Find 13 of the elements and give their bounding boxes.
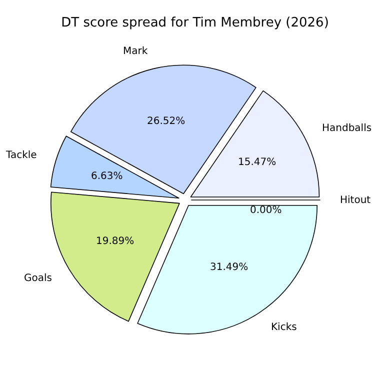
data-label: 15.47% xyxy=(238,157,276,168)
chart-title: DT score spread for Tim Membrey (2026) xyxy=(61,16,329,31)
text: 0.00% xyxy=(250,205,282,216)
data-label: 19.89% xyxy=(96,236,134,247)
slice-label: Mark xyxy=(123,46,148,57)
slice-label: Handballs xyxy=(322,123,372,134)
slice-label: Tackle xyxy=(5,150,37,161)
data-label: 31.49% xyxy=(210,262,248,273)
slice-label: Kicks xyxy=(271,322,297,333)
slice-label: Goals xyxy=(24,273,52,284)
data-label: 26.52% xyxy=(147,116,186,127)
category-label: Hitout xyxy=(340,195,371,206)
data-label: 6.63% xyxy=(91,171,123,182)
